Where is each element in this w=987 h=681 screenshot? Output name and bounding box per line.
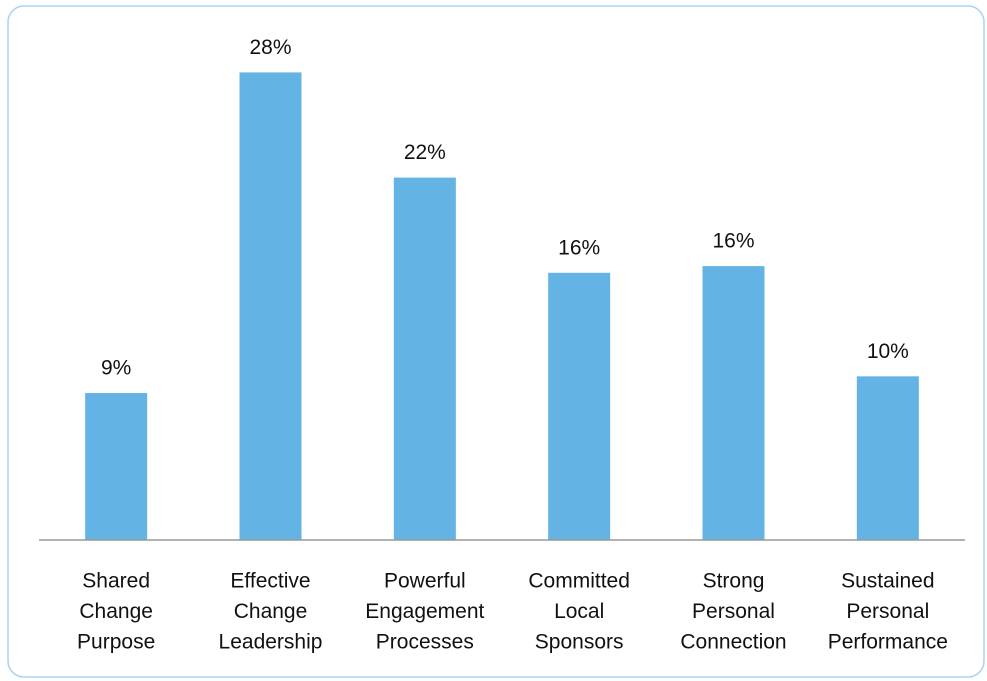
- x-tick-label: Engagement: [365, 600, 484, 623]
- x-tick-label: Strong: [703, 570, 765, 593]
- value-label: 9%: [101, 357, 131, 380]
- x-tick-label: Connection: [680, 631, 786, 654]
- x-tick-label: Sponsors: [535, 631, 624, 654]
- x-tick-label: Leadership: [219, 631, 323, 654]
- value-label: 16%: [712, 230, 754, 253]
- x-tick-label: Committed: [528, 570, 630, 593]
- bar: [239, 72, 302, 541]
- bar: [702, 266, 765, 540]
- value-label: 28%: [249, 36, 291, 59]
- x-tick-label: Processes: [376, 631, 474, 654]
- bar: [548, 272, 611, 540]
- value-label: 10%: [867, 340, 909, 363]
- bar: [856, 376, 919, 540]
- bar: [393, 177, 456, 541]
- x-tick-label: Sustained: [841, 570, 934, 593]
- x-tick-label: Performance: [828, 631, 948, 654]
- x-tick-label: Powerful: [384, 570, 466, 593]
- x-tick-label: Change: [234, 600, 308, 623]
- x-tick-label: Personal: [692, 600, 775, 623]
- x-tick-label: Effective: [230, 570, 310, 593]
- x-tick-label: Local: [554, 600, 604, 623]
- chart-frame: [7, 5, 985, 678]
- x-tick-label: Change: [79, 600, 153, 623]
- x-tick-label: Purpose: [77, 631, 155, 654]
- bar: [85, 393, 148, 540]
- x-tick-label: Shared: [82, 570, 150, 593]
- value-label: 16%: [558, 236, 600, 259]
- value-label: 22%: [404, 141, 446, 164]
- x-tick-label: Personal: [846, 600, 929, 623]
